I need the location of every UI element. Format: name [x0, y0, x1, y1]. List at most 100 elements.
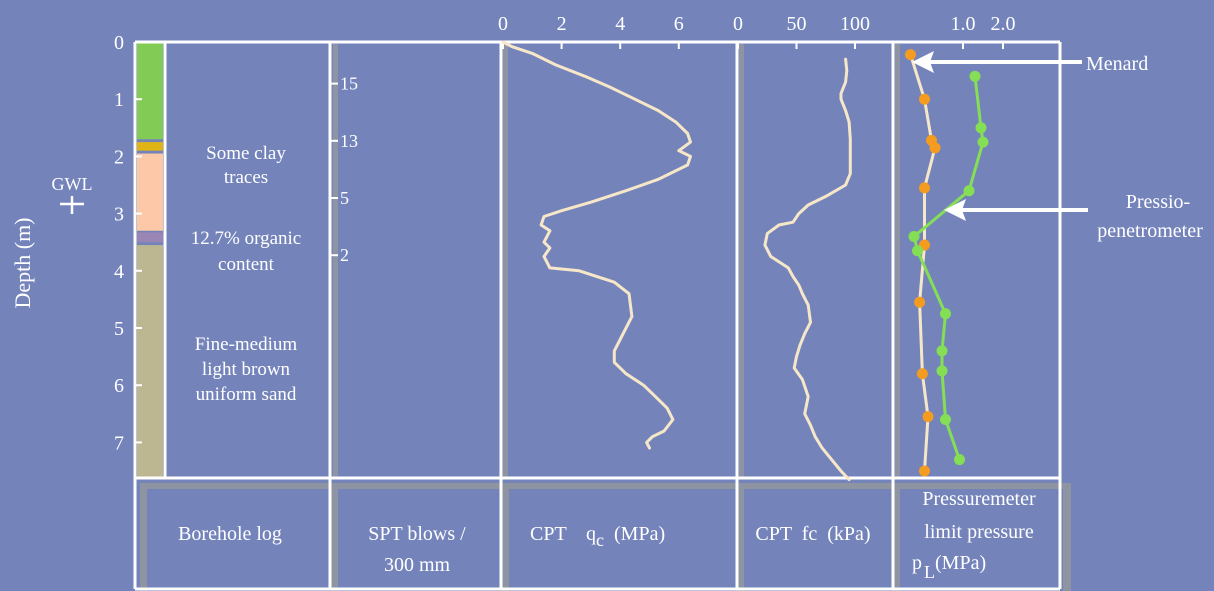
depth-tick-label-1: 1	[114, 89, 124, 111]
pressio-point-0	[969, 70, 981, 82]
fc-tick-label-100: 100	[840, 13, 870, 35]
borehole-annotations: Some clay traces 12.7% organic content F…	[191, 143, 301, 405]
menard-point-9	[919, 465, 930, 477]
frames	[133, 40, 1062, 591]
menard-point-7	[916, 368, 928, 380]
borehole-layer-0	[137, 42, 163, 140]
qc-title-q: q	[586, 523, 596, 545]
pressio-point-4	[908, 230, 920, 242]
qc-tick-label-4: 4	[615, 13, 625, 35]
annotation-sand-line1: Fine-medium	[195, 334, 298, 355]
pressio-arrow	[944, 199, 1088, 221]
borehole-title: Borehole log	[178, 523, 282, 545]
pressio-arrowhead	[944, 199, 966, 221]
pl-title-line1: Pressuremeter	[922, 488, 1036, 510]
menard-arrow	[912, 51, 1082, 73]
spt-value-3: 2	[340, 245, 349, 265]
annotation-organic-line2: content	[218, 254, 275, 275]
pressio-point-1	[975, 122, 987, 134]
menard-label: Menard	[1086, 53, 1148, 75]
annotation-sand-line2: light brown	[202, 359, 291, 380]
borehole-layer-1	[137, 142, 163, 151]
qc-profile-line	[501, 40, 692, 450]
spt-value-2: 5	[340, 188, 349, 208]
pressio-series-points	[908, 70, 989, 466]
menard-point-8	[922, 411, 934, 423]
depth-tick-label-6: 6	[114, 375, 124, 397]
pressio-label-line2: penetrometer	[1097, 220, 1203, 242]
menard-point-3	[929, 142, 941, 154]
spt-title-panel	[338, 489, 501, 591]
depth-tick-label-4: 4	[114, 261, 124, 283]
depth-axis-label: Depth (m)	[10, 217, 35, 308]
qc-title-unit: (MPa)	[614, 523, 665, 545]
pressio-point-3	[963, 185, 975, 197]
qc-axis-ticks: 0 2 4 6	[498, 13, 684, 49]
pl-title: Pressuremeter limit pressure p L (MPa)	[912, 488, 1036, 582]
menard-series-line	[909, 54, 937, 472]
depth-tick-label-3: 3	[114, 204, 124, 226]
menard-series-points	[905, 49, 941, 477]
pl-title-unit: (MPa)	[935, 552, 986, 574]
pl-tick-label-1.0: 1.0	[951, 13, 976, 35]
fc-tick-label-50: 50	[787, 13, 807, 35]
pressio-point-5	[912, 245, 923, 257]
pressio-label-line1: Pressio-	[1126, 191, 1190, 213]
borehole-title-panel	[147, 489, 330, 591]
fc-tick-label-0: 0	[733, 13, 743, 35]
spt-title-line2: 300 mm	[384, 554, 451, 576]
column-title-panels	[140, 483, 1071, 591]
annotation-clay-line2: traces	[224, 167, 268, 188]
annotation-sand-line3: uniform sand	[196, 384, 297, 405]
borehole-layer-2	[137, 153, 163, 231]
menard-point-6	[914, 296, 926, 308]
depth-tick-label-7: 7	[114, 432, 124, 454]
pressio-point-2	[977, 136, 989, 148]
fc-profile-line	[763, 57, 852, 482]
annotation-clay-line1: Some clay	[206, 143, 286, 164]
gwl-marker: GWL	[52, 174, 93, 214]
spt-value-0: 15	[340, 74, 358, 94]
menard-point-0	[905, 49, 916, 61]
depth-tick-label-2: 2	[114, 146, 124, 168]
pressio-point-8	[936, 365, 948, 377]
pl-axis-ticks: 1.0 2.0	[951, 13, 1016, 49]
qc-title: CPT q c (MPa)	[530, 523, 665, 550]
menard-point-1	[919, 93, 930, 105]
pl-title-line2: limit pressure	[924, 521, 1034, 543]
depth-tick-label-5: 5	[114, 318, 124, 340]
qc-tick-label-6: 6	[674, 13, 684, 35]
menard-point-4	[919, 182, 930, 194]
pl-panel-shadow	[895, 44, 900, 478]
qc-tick-label-2: 2	[557, 13, 567, 35]
menard-arrowhead	[912, 51, 934, 73]
depth-axis-ticks: 0 1 2 3 4 5 6 7	[114, 32, 142, 454]
qc-title-panel	[509, 489, 736, 591]
borehole-layer-4	[137, 245, 163, 477]
gwl-label: GWL	[52, 174, 93, 194]
plot-panel-shadows	[333, 44, 900, 478]
pressio-point-6	[940, 308, 951, 320]
spt-panel-shadow	[333, 44, 338, 478]
qc-panel-shadow	[503, 44, 508, 478]
pl-title-sub: L	[924, 562, 935, 582]
depth-tick-label-0: 0	[114, 32, 124, 54]
borehole-layer-3	[137, 232, 163, 243]
fc-panel-shadow	[739, 44, 744, 478]
qc-title-cpt: CPT	[530, 523, 567, 545]
borehole-layers	[137, 42, 163, 477]
pressio-point-7	[936, 345, 948, 357]
pressio-point-10	[954, 454, 965, 466]
spt-value-1: 13	[340, 131, 358, 151]
fc-title: CPT fc (kPa)	[755, 523, 870, 545]
spt-title-line1: SPT blows /	[368, 523, 466, 545]
fc-title-panel	[744, 489, 892, 591]
pl-title-p: p	[912, 552, 922, 574]
spt-values: 15 13 5 2	[330, 74, 358, 265]
pl-tick-label-2.0: 2.0	[991, 13, 1016, 35]
qc-tick-label-0: 0	[498, 13, 508, 35]
annotation-organic-line1: 12.7% organic	[191, 228, 301, 249]
pressio-point-9	[940, 414, 951, 426]
fc-axis-ticks: 0 50 100	[733, 13, 870, 49]
